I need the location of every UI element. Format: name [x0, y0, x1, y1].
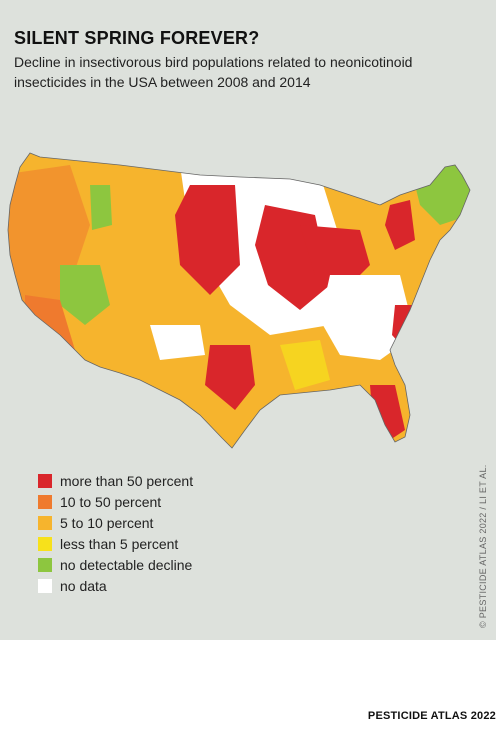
infographic-panel: SILENT SPRING FOREVER? Decline in insect… — [0, 0, 496, 640]
legend-swatch — [38, 515, 52, 530]
source-credit: © PESTICIDE ATLAS 2022 / LI ET AL. — [478, 464, 488, 628]
legend-label: 10 to 50 percent — [60, 493, 162, 510]
legend-label: less than 5 percent — [60, 535, 179, 552]
legend-item: no detectable decline — [38, 554, 193, 575]
legend-label: 5 to 10 percent — [60, 514, 154, 531]
usa-county-map — [7, 152, 471, 449]
legend: more than 50 percent 10 to 50 percent 5 … — [38, 470, 193, 596]
footer-brand: PESTICIDE ATLAS 2022 — [367, 710, 496, 722]
legend-swatch — [38, 557, 52, 572]
legend-item: no data — [38, 575, 193, 596]
legend-item: 5 to 10 percent — [38, 512, 193, 533]
legend-swatch — [38, 473, 52, 488]
page-subtitle: Decline in insectivorous bird population… — [14, 54, 413, 90]
legend-item: more than 50 percent — [38, 470, 193, 491]
legend-swatch — [38, 536, 52, 551]
legend-swatch — [38, 578, 52, 593]
legend-label: more than 50 percent — [60, 472, 194, 489]
legend-item: less than 5 percent — [38, 533, 193, 554]
legend-item: 10 to 50 percent — [38, 491, 193, 512]
legend-label: no data — [60, 577, 107, 594]
legend-swatch — [38, 494, 52, 509]
page-title: SILENT SPRING FOREVER? — [14, 28, 260, 48]
legend-label: no detectable decline — [60, 556, 193, 573]
